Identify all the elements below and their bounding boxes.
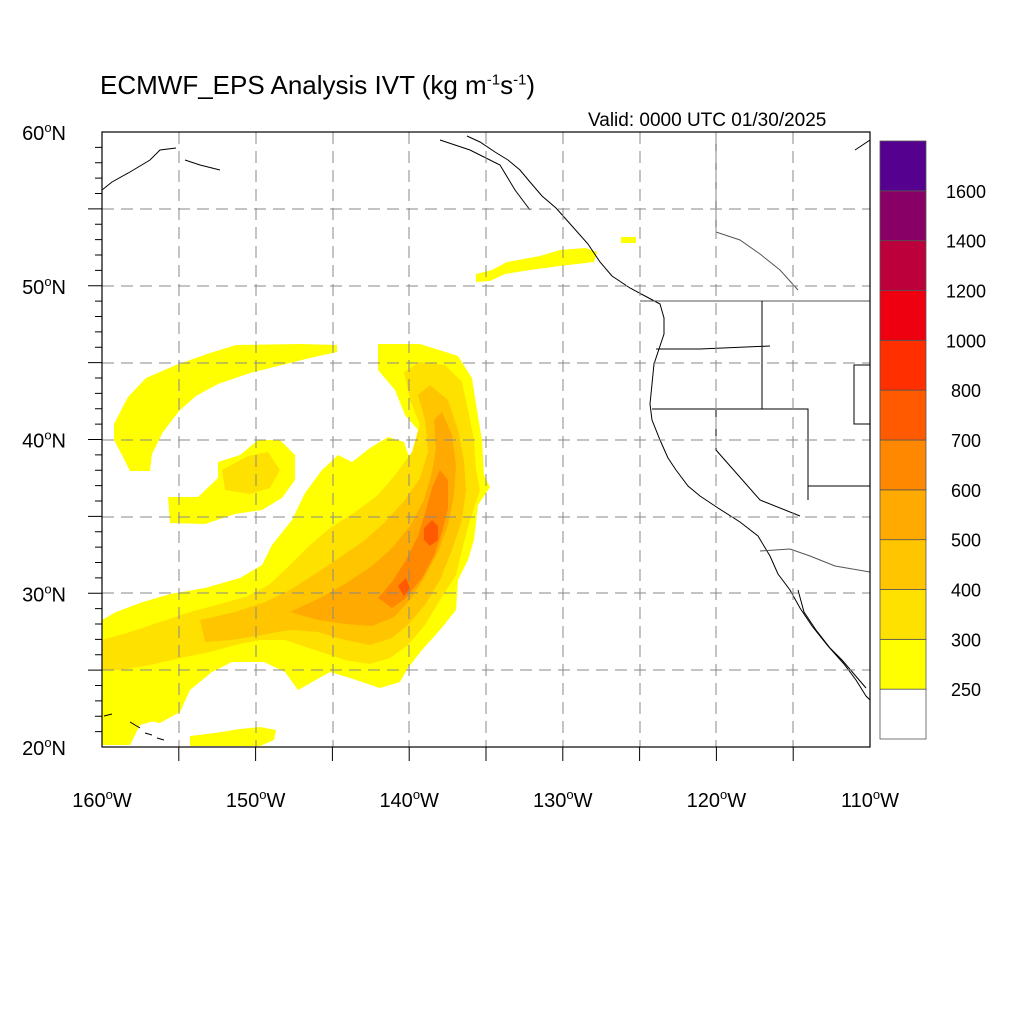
ivt-patch-south [190,727,276,746]
colorbar: 250 300 400 500 600 700 800 1000 1200 1400 1600 [879,140,986,740]
colorbar-label: 700 [951,431,981,451]
colorbar-label: 600 [951,481,981,501]
lon-label: 160oW [72,787,132,812]
colorbar-box [879,339,927,391]
colorbar-label: 1200 [946,282,986,302]
title-text-end: ) [526,70,536,100]
axis-ticks [88,146,794,761]
colorbar-box [879,638,927,690]
colorbar-label: 1600 [946,182,986,202]
lon-label: 120oW [687,787,747,812]
colorbar-label: 300 [951,630,981,650]
lon-label: 110oW [841,787,899,812]
ivt-arc-north [114,344,337,471]
ivt-core-700 [424,520,438,546]
ivt-shading [102,237,636,746]
lon-labels: 160oW 150oW 140oW 130oW 120oW 110oW [72,787,899,812]
title-exponent-2: -1 [513,71,527,89]
colorbar-box [879,140,927,192]
hawaii-islands [103,713,165,741]
ivt-patch-small [621,237,636,243]
colorbar-box [879,688,927,740]
colorbar-box [879,589,927,640]
lat-label: 20oN [22,735,66,760]
lat-label: 30oN [22,581,66,606]
colorbar-box [879,190,927,242]
ivt-river-600 [378,470,448,608]
coastline-baja-gulf [797,589,867,689]
colorbar-label: 1000 [946,331,986,351]
colorbar-label: 1400 [946,232,986,252]
title-text: ECMWF_EPS Analysis IVT (kg m [100,70,487,100]
colorbar-box [879,240,927,291]
state-borders [652,301,870,517]
ivt-core-700-south [398,578,410,596]
border-alaska-canada [715,132,799,291]
lat-label: 60oN [22,120,66,145]
colorbar-label: 400 [951,581,981,601]
colorbar-box [879,389,927,441]
border-us-mexico [759,548,870,573]
ivt-blob-west-core [222,452,280,494]
colorbar-box [879,539,927,590]
title-text-mid: s [500,70,514,100]
coastline-west-coast [466,135,870,701]
ivt-filament-north [476,248,597,282]
colorbar-label: 500 [951,531,981,551]
lat-label: 40oN [22,428,66,453]
coastline-alaska [102,139,870,211]
gridlines [102,132,870,747]
lat-labels: 60oN 50oN 40oN 30oN 20oN [22,120,66,760]
lon-label: 150oW [226,787,286,812]
title-exponent-1: -1 [486,71,501,89]
chart-title: ECMWF_EPS Analysis IVT (kg m-1s-1) [100,70,535,101]
valid-time: Valid: 0000 UTC 01/30/2025 [588,110,827,131]
colorbar-label: 800 [951,381,981,401]
colorbar-label: 250 [951,680,981,700]
colorbar-box [879,439,927,491]
colorbar-box [879,489,927,541]
ivt-river-trail [102,688,158,745]
lon-label: 140oW [379,787,439,812]
coastlines [102,132,870,741]
lon-label: 130oW [533,787,593,812]
lat-label: 50oN [22,274,66,299]
colorbar-box [879,290,927,341]
